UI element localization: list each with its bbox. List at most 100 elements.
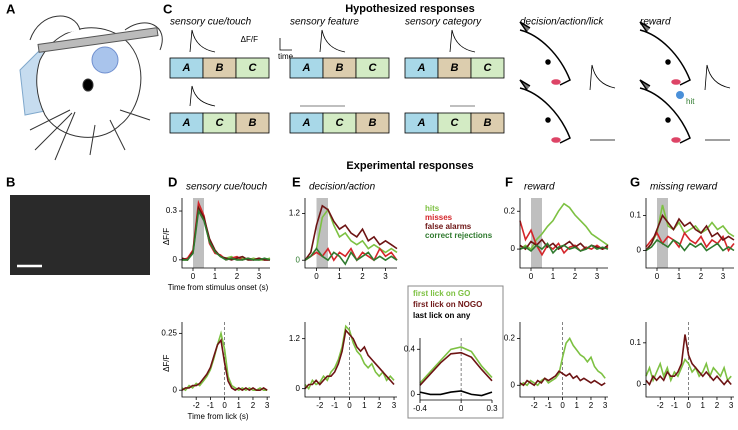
trace (645, 213, 735, 251)
legend-entry: first lick on GO (413, 289, 470, 298)
x-tick-label: -2 (193, 401, 201, 410)
x-tick-label: 3 (603, 401, 608, 410)
block-label: B (249, 117, 257, 129)
axes (519, 322, 608, 398)
block-label: A (302, 62, 311, 74)
panel-label: E (292, 174, 301, 189)
x-axis-label: Time from stimulus onset (s) (168, 283, 269, 292)
panel-label: F (505, 174, 513, 189)
x-tick-label: -1 (545, 401, 553, 410)
chart-title: sensory cue/touch (186, 182, 268, 193)
x-axis-label: Time from lick (s) (187, 412, 248, 421)
inset-box (407, 285, 504, 419)
x-tick-label: 0 (347, 401, 352, 410)
chart-title: reward (524, 182, 555, 193)
axes (304, 198, 397, 269)
stimulus-block (470, 112, 505, 134)
trace (645, 238, 735, 252)
x-tick-label: -1 (331, 401, 339, 410)
trace (304, 204, 398, 261)
schematic-traces (189, 29, 731, 141)
y-tick-label: 0.1 (630, 211, 642, 220)
panel-label: B (6, 174, 15, 189)
block-label: B (369, 117, 377, 129)
block-label: B (484, 117, 492, 129)
block-label: C (336, 117, 345, 129)
stimulus-block (355, 57, 390, 79)
imaging-field (10, 195, 150, 275)
block-label: A (302, 117, 311, 129)
block-label: C (216, 117, 225, 129)
y-tick-label: 0.4 (404, 344, 416, 353)
x-tick-label: -0.4 (413, 404, 427, 413)
trace (519, 242, 609, 255)
stimulus-window (193, 198, 204, 268)
legend-entry: correct rejections (425, 231, 493, 240)
x-tick-label: 2 (377, 401, 382, 410)
y-tick-label: 0 (637, 380, 642, 389)
x-tick-label: 1 (237, 401, 242, 410)
column-title: reward (640, 17, 671, 28)
x-tick-label: 3 (257, 272, 262, 281)
x-tick-label: 3 (721, 272, 726, 281)
x-tick-label: 1 (701, 401, 706, 410)
y-tick-label: 0 (511, 380, 516, 389)
y-tick-label: 0.3 (166, 206, 178, 215)
legend-entry: first lick on NOGO (413, 300, 482, 309)
x-tick-label: 2 (589, 401, 594, 410)
trace (519, 202, 609, 251)
x-tick-label: 3 (729, 401, 734, 410)
x-tick-label: 3 (595, 272, 600, 281)
trace (519, 370, 606, 387)
x-tick-label: 1 (551, 272, 556, 281)
x-tick-label: 2 (715, 401, 720, 410)
legend-entry: hits (425, 204, 440, 213)
trace (304, 328, 395, 390)
y-tick-label: 0 (637, 246, 642, 255)
axes (304, 322, 397, 398)
x-tick-label: 3 (265, 401, 270, 410)
panel-label: A (6, 1, 16, 16)
chart-title: missing reward (650, 182, 718, 193)
block-label: C (484, 62, 493, 74)
block-label: B (216, 62, 224, 74)
legend-entry: last lick on any (413, 311, 471, 320)
legend-entry: false alarms (425, 222, 472, 231)
x-tick-label: 0 (191, 272, 196, 281)
x-tick-label: 2 (573, 272, 578, 281)
x-tick-label: 0 (459, 404, 464, 413)
column-title: sensory category (405, 17, 482, 28)
block-label: B (451, 62, 459, 74)
trace (419, 351, 493, 386)
trace (645, 334, 732, 387)
y-tick-label: 0 (173, 255, 178, 264)
trace (304, 247, 398, 266)
block-label: A (417, 117, 426, 129)
legend-entry: misses (425, 213, 453, 222)
y-tick-label: 0 (411, 389, 416, 398)
block-label: C (249, 62, 258, 74)
stimulus-block (470, 57, 505, 79)
y-tick-label: 1.2 (289, 334, 301, 343)
x-tick-label: -2 (316, 401, 324, 410)
axes (645, 322, 734, 398)
trace (645, 357, 732, 383)
water-drop (676, 91, 684, 99)
x-tick-label: 2 (251, 401, 256, 410)
trace (519, 220, 609, 257)
x-tick-label: 1 (677, 272, 682, 281)
x-tick-label: 0 (655, 272, 660, 281)
panel-label: C (163, 1, 173, 16)
stimulus-block (235, 112, 270, 134)
panel-label: G (630, 174, 640, 189)
x-tick-label: -2 (657, 401, 665, 410)
block-label: A (182, 62, 191, 74)
trace (645, 231, 735, 253)
block-label: C (369, 62, 378, 74)
schematic-heads (519, 21, 691, 144)
x-tick-label: 3 (383, 272, 388, 281)
trace (181, 330, 268, 392)
x-tick-label: 1 (213, 272, 218, 281)
block-label: A (182, 117, 191, 129)
